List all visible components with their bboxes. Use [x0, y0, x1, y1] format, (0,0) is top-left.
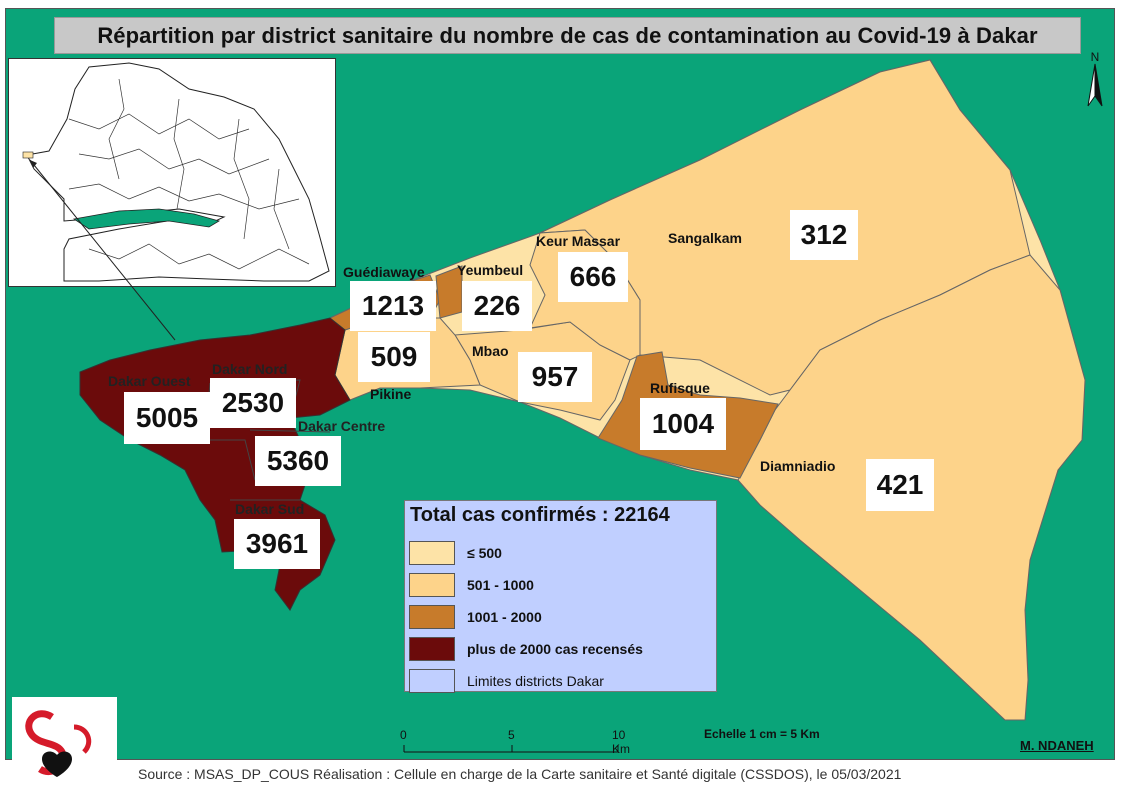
case-count-keur-massar: 666: [558, 252, 628, 302]
district-label-pikine: Pikine: [370, 386, 412, 402]
legend-label: 501 - 1000: [467, 577, 534, 593]
scale-bar-line: [403, 745, 619, 753]
case-count-dakar-nord: 2530: [210, 378, 296, 428]
case-count-sangalkam: 312: [790, 210, 858, 260]
district-label-yeumbeul: Yeumbeul: [457, 262, 524, 278]
district-label-mbao: Mbao: [472, 343, 509, 359]
district-label-rufisque: Rufisque: [650, 380, 710, 396]
case-count-mbao: 957: [518, 352, 592, 402]
legend: Total cas confirmés : 22164 ≤ 500 501 - …: [404, 500, 717, 693]
case-count-rufisque: 1004: [640, 398, 726, 450]
legend-swatch: [409, 573, 455, 597]
legend-label: ≤ 500: [467, 545, 502, 561]
ministry-logo: [12, 697, 117, 792]
legend-swatch: [409, 605, 455, 629]
legend-swatch: [409, 637, 455, 661]
legend-item-le-500: ≤ 500: [409, 541, 502, 565]
district-label-dakar-nord: Dakar Nord: [212, 361, 288, 377]
district-border-dakar: [204, 379, 331, 501]
legend-item-plus-2000: plus de 2000 cas recensés: [409, 637, 643, 661]
map-title-box: Répartition par district sanitaire du no…: [54, 17, 1081, 54]
legend-swatch: [409, 669, 455, 693]
legend-label: plus de 2000 cas recensés: [467, 641, 643, 657]
case-count-dakar-centre: 5360: [255, 436, 341, 486]
north-label: N: [1090, 50, 1100, 64]
scale-tick-0: 0: [400, 728, 407, 742]
map-title: Répartition par district sanitaire du no…: [97, 22, 1038, 48]
case-count-diamniadio: 421: [866, 459, 934, 511]
district-label-keur-massar: Keur Massar: [536, 233, 621, 249]
north-arrow-icon: [1087, 63, 1103, 107]
legend-label: 1001 - 2000: [467, 609, 542, 625]
legend-title: Total cas confirmés : 22164: [410, 504, 670, 526]
case-count-dakar-ouest: 5005: [124, 392, 210, 444]
source-note: Source : MSAS_DP_COUS Réalisation : Cell…: [138, 766, 902, 782]
inset-map-senegal: [8, 58, 336, 287]
case-count-dakar-sud: 3961: [234, 519, 320, 569]
legend-item-limites: Limites districts Dakar: [409, 669, 604, 693]
district-label-sangalkam: Sangalkam: [668, 230, 742, 246]
district-label-dakar-sud: Dakar Sud: [235, 501, 305, 517]
legend-label: Limites districts Dakar: [467, 673, 604, 689]
senegal-outline: [22, 62, 330, 282]
district-label-dakar-centre: Dakar Centre: [298, 418, 386, 434]
scale-tick-5: 5: [508, 728, 515, 742]
case-count-guediawaye: 1213: [350, 281, 436, 331]
scale-bar: 0 5 10 Km: [396, 728, 636, 758]
legend-swatch: [409, 541, 455, 565]
legend-item-501-1000: 501 - 1000: [409, 573, 534, 597]
logo-icon: [25, 710, 92, 777]
scale-note: Echelle 1 cm = 5 Km: [704, 727, 820, 741]
case-count-pikine: 509: [358, 332, 430, 382]
case-count-yeumbeul: 226: [462, 281, 532, 331]
author-credit: M. NDANEH: [1020, 738, 1094, 753]
legend-item-1001-2000: 1001 - 2000: [409, 605, 542, 629]
north-arrow: N: [1084, 50, 1106, 110]
district-label-guediawaye: Guédiawaye: [343, 264, 425, 280]
district-label-dakar-ouest: Dakar Ouest: [108, 373, 191, 389]
district-label-diamniadio: Diamniadio: [760, 458, 836, 474]
